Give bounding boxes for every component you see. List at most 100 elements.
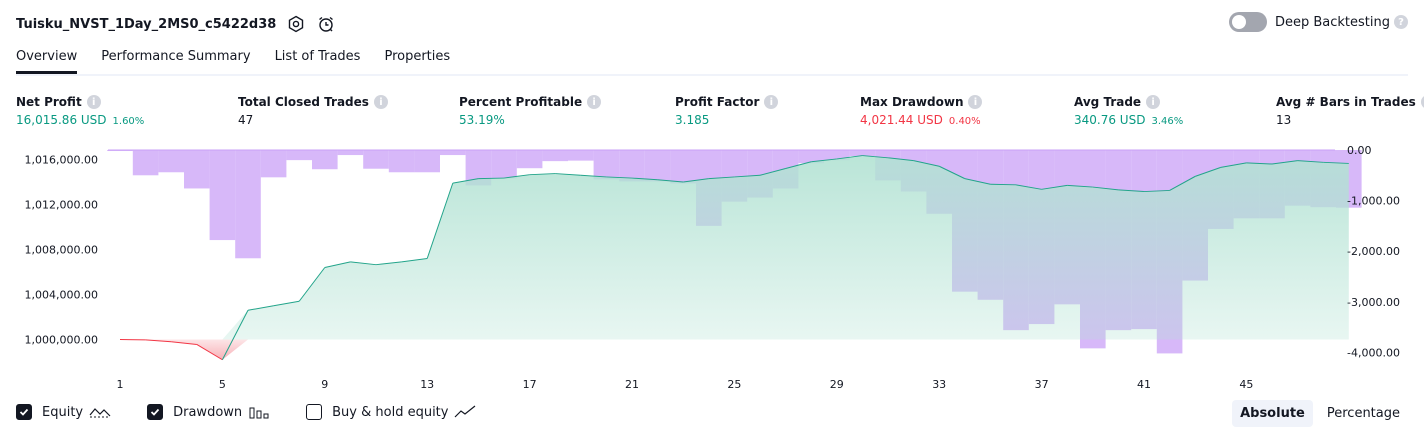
drawdown-bar <box>670 150 696 184</box>
info-icon[interactable]: i <box>86 95 101 109</box>
left-axis-tick: 1,012,000.00 <box>25 199 98 212</box>
equity-line-segment <box>171 341 197 345</box>
stat-value: 340.76 USD <box>1074 113 1146 127</box>
right-axis-tick: -1,000.00 <box>1347 195 1400 208</box>
equity-line-segment <box>426 182 454 259</box>
drawdown-bar <box>542 150 568 162</box>
tab-properties[interactable]: Properties <box>384 49 451 64</box>
alarm-clock-icon[interactable] <box>316 14 336 34</box>
stat-value: 53.19% <box>459 113 505 127</box>
drawdown-bar <box>619 150 645 182</box>
equity-line-segment <box>836 155 863 160</box>
info-icon[interactable]: i <box>1420 95 1424 109</box>
equity-line-segment <box>196 344 223 361</box>
equity-line-segment <box>964 178 991 185</box>
stat-label: Avg # Bars in Trades <box>1276 95 1416 109</box>
info-icon[interactable]: i <box>1146 95 1161 109</box>
legend-drawdown[interactable]: Drawdown <box>147 404 270 420</box>
stat-percent: 0.40% <box>948 116 981 127</box>
equity-line-segment <box>478 177 505 180</box>
info-icon[interactable]: i <box>373 95 388 109</box>
left-axis-tick: 1,016,000.00 <box>25 154 98 167</box>
bar-columns-icon <box>248 405 270 419</box>
equity-line-segment <box>759 168 786 176</box>
x-axis-tick: 45 <box>1239 378 1253 391</box>
tab-list-of-trades[interactable]: List of Trades <box>274 49 361 64</box>
equity-line-segment <box>913 160 940 167</box>
x-axis-tick: 5 <box>219 378 226 391</box>
equity-line-segment <box>221 310 249 360</box>
equity-line-segment <box>606 176 633 179</box>
equity-line-segment <box>1271 160 1298 165</box>
equity-line-segment <box>375 261 402 266</box>
stat-label: Net Profit <box>16 95 82 109</box>
percentage-button[interactable]: Percentage <box>1326 406 1400 421</box>
strategy-title: Tuisku_NVST_1Day_2MS0_c5422d38 <box>16 16 277 32</box>
equity-line-segment <box>503 174 530 179</box>
drawdown-checkbox[interactable] <box>147 404 164 420</box>
drawdown-bar <box>337 150 364 156</box>
stats-row: Net Profit i 16,015.86 USD 1.60% Total Clo… <box>0 94 1424 134</box>
legend-equity[interactable]: Equity <box>16 404 111 420</box>
equity-drawdown-chart[interactable]: 1,016,000.00 1,012,000.00 1,008,000.00 1,00… <box>0 138 1424 396</box>
stat-label: Percent Profitable <box>459 95 583 109</box>
tab-performance-summary[interactable]: Performance Summary <box>101 49 251 64</box>
equity-line-segment <box>1092 186 1119 191</box>
legend-buy-hold[interactable]: Buy & hold equity <box>306 404 476 420</box>
legend-drawdown-label: Drawdown <box>173 404 243 420</box>
drawdown-bar <box>388 150 415 173</box>
equity-line-segment <box>1143 189 1170 193</box>
equity-line-segment <box>1195 166 1221 177</box>
equity-line-segment <box>529 173 556 176</box>
stat-value: 13 <box>1276 113 1292 127</box>
equity-line-segment <box>990 183 1017 186</box>
stat-avg-bars: Avg # Bars in Trades i 13 <box>1276 94 1424 127</box>
drawdown-bar <box>184 150 210 189</box>
x-axis-tick: 9 <box>321 378 328 391</box>
strategy-header: Tuisku_NVST_1Day_2MS0_c5422d38 <box>16 12 336 36</box>
equity-line-segment <box>1118 189 1145 193</box>
absolute-button[interactable]: Absolute <box>1232 400 1313 427</box>
equity-line-segment <box>401 258 428 263</box>
left-axis-tick: 1,008,000.00 <box>25 244 98 257</box>
equity-line-segment <box>247 305 274 311</box>
drawdown-bar <box>644 150 671 182</box>
equity-checkbox[interactable] <box>16 404 32 420</box>
stat-value: 47 <box>238 113 254 127</box>
info-icon[interactable]: i <box>587 95 602 109</box>
drawdown-bar <box>568 150 594 161</box>
equity-line-segment <box>298 267 326 302</box>
stat-label: Max Drawdown <box>860 95 964 109</box>
drawdown-bar <box>286 150 312 161</box>
deep-backtesting-toggle[interactable] <box>1228 12 1267 32</box>
deep-backtesting: Deep Backtesting ? <box>1228 12 1408 32</box>
equity-line-segment <box>1297 160 1324 163</box>
stat-total-closed-trades: Total Closed Trades i 47 <box>238 94 388 127</box>
equity-line-segment <box>862 155 889 159</box>
equity-line-segment <box>683 178 709 183</box>
x-axis-tick: 17 <box>523 378 537 391</box>
buy-hold-checkbox[interactable] <box>306 404 323 420</box>
stat-net-profit: Net Profit i 16,015.86 USD 1.60% <box>16 94 144 127</box>
equity-line-segment <box>1041 184 1068 190</box>
stat-label: Total Closed Trades <box>238 95 369 109</box>
tab-overview[interactable]: Overview <box>16 44 78 74</box>
info-icon[interactable]: i <box>764 95 779 109</box>
gear-icon[interactable] <box>286 14 306 34</box>
drawdown-bar <box>235 150 261 259</box>
drawdown-bar <box>798 150 824 164</box>
equity-line-segment <box>1015 184 1042 190</box>
drawdown-bar <box>132 150 159 176</box>
help-icon[interactable]: ? <box>1394 15 1408 29</box>
equity-line-segment <box>324 261 351 268</box>
equity-line-segment <box>350 261 377 266</box>
equity-line-segment <box>1323 161 1349 164</box>
chart-legend: Equity Drawdown Buy & hold equity <box>16 404 512 420</box>
legend-equity-label: Equity <box>42 404 84 420</box>
equity-line-segment <box>887 157 914 162</box>
stat-percent: 3.46% <box>1151 116 1184 127</box>
equity-line-segment <box>452 178 479 184</box>
x-axis-tick: 21 <box>625 378 639 391</box>
right-axis-tick: 0.00 <box>1347 144 1372 157</box>
info-icon[interactable]: i <box>968 95 983 109</box>
